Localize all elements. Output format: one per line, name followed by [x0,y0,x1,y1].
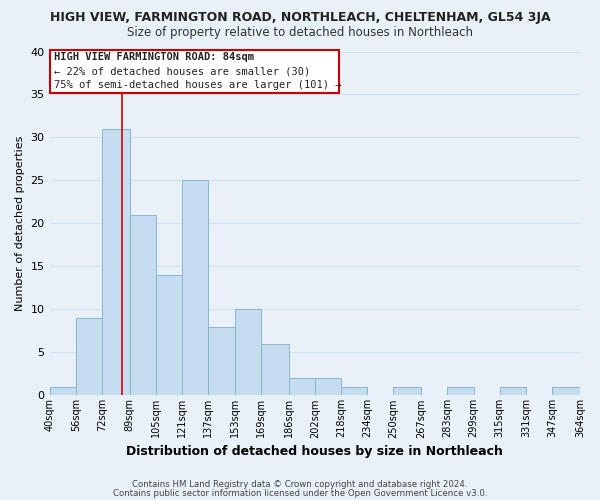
Bar [289,378,315,396]
Y-axis label: Number of detached properties: Number of detached properties [15,136,25,311]
Bar [394,387,421,396]
Bar [182,180,208,396]
Text: ← 22% of detached houses are smaller (30): ← 22% of detached houses are smaller (30… [55,66,311,76]
Text: 75% of semi-detached houses are larger (101) →: 75% of semi-detached houses are larger (… [55,80,342,90]
Bar [448,387,473,396]
Bar [102,129,130,396]
Text: HIGH VIEW FARMINGTON ROAD: 84sqm: HIGH VIEW FARMINGTON ROAD: 84sqm [55,52,254,62]
Text: Contains public sector information licensed under the Open Government Licence v3: Contains public sector information licen… [113,489,487,498]
Text: Contains HM Land Registry data © Crown copyright and database right 2024.: Contains HM Land Registry data © Crown c… [132,480,468,489]
Bar [156,275,182,396]
Bar [235,310,261,396]
Bar [76,318,102,396]
Bar [50,387,76,396]
FancyBboxPatch shape [50,50,338,93]
Text: Size of property relative to detached houses in Northleach: Size of property relative to detached ho… [127,26,473,39]
Bar [341,387,367,396]
Text: HIGH VIEW, FARMINGTON ROAD, NORTHLEACH, CHELTENHAM, GL54 3JA: HIGH VIEW, FARMINGTON ROAD, NORTHLEACH, … [50,11,550,24]
Bar [261,344,289,396]
Bar [315,378,341,396]
Bar [552,387,580,396]
X-axis label: Distribution of detached houses by size in Northleach: Distribution of detached houses by size … [127,444,503,458]
Bar [500,387,526,396]
Bar [130,215,156,396]
Bar [208,326,235,396]
